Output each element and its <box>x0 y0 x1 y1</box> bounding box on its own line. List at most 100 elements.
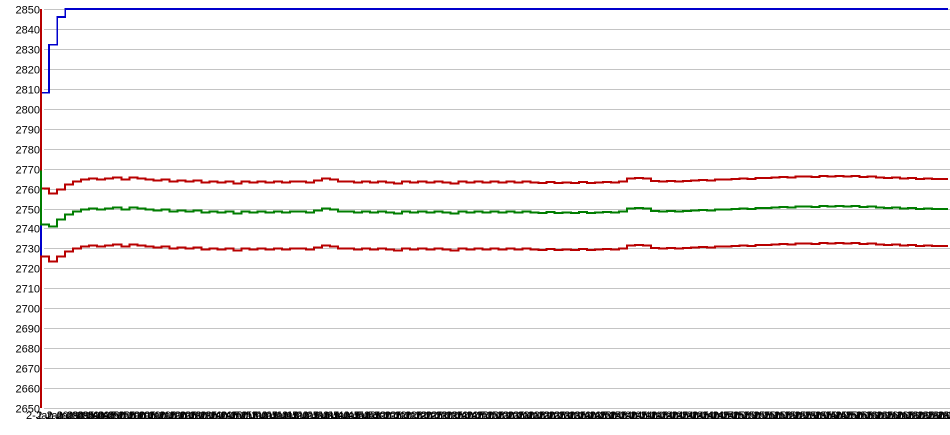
x-tick-label: 2-Jan 13:30 <box>518 410 576 422</box>
x-tick-label: 2-Jan 10:25 <box>139 410 197 422</box>
x-axis-labels: 2-Jan 09:302-Jan 09:352-Jan 09:402-Jan 0… <box>26 410 950 422</box>
x-tick-label: 2-Jan 14:55 <box>692 410 750 422</box>
x-tick-label: 2-Jan 10:45 <box>180 410 238 422</box>
x-tick-label: 2-Jan 09:30 <box>26 410 84 422</box>
x-tick-label: 2-Jan 13:15 <box>487 410 545 422</box>
x-tick-label: 2-Jan 11:30 <box>272 410 329 422</box>
x-tick-label: 2-Jan 15:40 <box>784 410 842 422</box>
x-tick-label: 2-Jan 16:45 <box>917 410 950 422</box>
x-tick-label: 2-Jan 16:40 <box>907 410 950 422</box>
x-tick-label: 2-Jan 15:30 <box>764 410 822 422</box>
x-tick-label: 2-Jan 17:00 <box>948 410 950 422</box>
x-tick-label: 2-Jan 11:55 <box>323 410 380 422</box>
y-tick-label: 2730 <box>16 244 40 256</box>
series-lower-red-line <box>40 241 948 408</box>
x-tick-label: 2-Jan 10:40 <box>169 410 227 422</box>
x-tick-label: 2-Jan 10:10 <box>108 410 166 422</box>
x-tick-label: 2-Jan 11:05 <box>221 410 278 422</box>
x-tick-label: 2-Jan 09:40 <box>46 410 104 422</box>
y-tick-label: 2660 <box>16 384 40 396</box>
x-tick-label: 2-Jan 16:50 <box>928 410 950 422</box>
x-tick-label: 2-Jan 12:15 <box>364 410 422 422</box>
y-tick-label: 2850 <box>16 5 40 17</box>
series-blue-line <box>40 8 948 408</box>
x-tick-label: 2-Jan 16:20 <box>866 410 924 422</box>
y-tick-label: 2770 <box>16 165 40 177</box>
x-tick-label: 2-Jan 11:15 <box>241 410 298 422</box>
x-tick-label: 2-Jan 12:00 <box>333 410 391 422</box>
x-tick-label: 2-Jan 09:50 <box>67 410 125 422</box>
x-tick-label: 2-Jan 16:30 <box>887 410 945 422</box>
x-tick-label: 2-Jan 12:35 <box>405 410 463 422</box>
x-tick-label: 2-Jan 12:25 <box>385 410 443 422</box>
x-tick-label: 2-Jan 16:00 <box>825 410 883 422</box>
y-tick-label: 2810 <box>16 85 40 97</box>
x-tick-label: 2-Jan 11:40 <box>292 410 349 422</box>
x-tick-label: 2-Jan 13:45 <box>548 410 606 422</box>
x-tick-label: 2-Jan 15:20 <box>743 410 801 422</box>
x-tick-label: 2-Jan 14:50 <box>682 410 740 422</box>
x-tick-label: 2-Jan 13:00 <box>456 410 514 422</box>
y-tick-label: 2700 <box>16 304 40 316</box>
y-tick-label: 2820 <box>16 65 40 77</box>
series-upper-red-line <box>40 9 948 195</box>
x-tick-label: 2-Jan 13:40 <box>538 410 596 422</box>
x-tick-label: 2-Jan 13:50 <box>559 410 617 422</box>
x-tick-label: 2-Jan 10:55 <box>200 410 258 422</box>
x-tick-label: 2-Jan 14:30 <box>641 410 699 422</box>
x-tick-label: 2-Jan 12:45 <box>426 410 484 422</box>
y-tick-label: 2690 <box>16 324 40 336</box>
x-tick-label: 2-Jan 15:50 <box>805 410 863 422</box>
series-lines <box>40 8 948 408</box>
x-tick-label: 2-Jan 09:35 <box>36 410 94 422</box>
x-tick-label: 2-Jan 12:40 <box>415 410 473 422</box>
x-tick-label: 2-Jan 10:00 <box>87 410 145 422</box>
x-tick-label: 2-Jan 13:10 <box>477 410 535 422</box>
y-tick-label: 2830 <box>16 45 40 57</box>
x-tick-label: 2-Jan 12:05 <box>344 410 402 422</box>
x-tick-label: 2-Jan 16:55 <box>938 410 950 422</box>
x-tick-label: 2-Jan 10:35 <box>159 410 217 422</box>
x-tick-label: 2-Jan 15:10 <box>723 410 781 422</box>
x-tick-label: 2-Jan 15:00 <box>702 410 760 422</box>
y-tick-label: 2740 <box>16 224 40 236</box>
x-tick-label: 2-Jan 14:25 <box>630 410 688 422</box>
x-tick-label: 2-Jan 16:35 <box>897 410 950 422</box>
x-tick-label: 2-Jan 11:20 <box>251 410 308 422</box>
x-tick-label: 2-Jan 11:35 <box>282 410 339 422</box>
x-tick-label: 2-Jan 13:55 <box>569 410 627 422</box>
x-tick-label: 2-Jan 14:05 <box>589 410 647 422</box>
x-tick-label: 2-Jan 15:05 <box>712 410 770 422</box>
y-tick-label: 2680 <box>16 344 40 356</box>
x-tick-label: 2-Jan 16:10 <box>846 410 904 422</box>
x-tick-label: 2-Jan 09:55 <box>77 410 135 422</box>
x-tick-label: 2-Jan 13:25 <box>507 410 565 422</box>
y-tick-label: 2720 <box>16 264 40 276</box>
y-tick-label: 2710 <box>16 284 40 296</box>
x-tick-label: 2-Jan 14:45 <box>671 410 729 422</box>
x-tick-label: 2-Jan 10:20 <box>128 410 186 422</box>
x-tick-label: 2-Jan 16:15 <box>856 410 914 422</box>
x-tick-label: 2-Jan 12:10 <box>354 410 412 422</box>
x-tick-label: 2-Jan 11:25 <box>262 410 319 422</box>
x-tick-label: 2-Jan 14:15 <box>610 410 668 422</box>
x-tick-label: 2-Jan 13:20 <box>497 410 555 422</box>
x-tick-label: 2-Jan 16:05 <box>835 410 893 422</box>
x-tick-label: 2-Jan 12:30 <box>395 410 453 422</box>
y-tick-label: 2760 <box>16 185 40 197</box>
x-tick-label: 2-Jan 10:30 <box>149 410 207 422</box>
x-tick-label: 2-Jan 10:15 <box>118 410 176 422</box>
x-tick-label: 2-Jan 15:15 <box>733 410 791 422</box>
x-tick-label: 2-Jan 15:45 <box>794 410 852 422</box>
x-tick-label: 2-Jan 14:00 <box>579 410 637 422</box>
y-tick-label: 2840 <box>16 25 40 37</box>
x-tick-label: 2-Jan 13:35 <box>528 410 586 422</box>
y-tick-label: 2670 <box>16 364 40 376</box>
x-tick-label: 2-Jan 11:00 <box>210 410 267 422</box>
x-tick-label: 2-Jan 10:50 <box>190 410 248 422</box>
series-green-line <box>40 170 948 228</box>
y-tick-label: 2750 <box>16 205 40 217</box>
x-tick-label: 2-Jan 12:20 <box>374 410 432 422</box>
